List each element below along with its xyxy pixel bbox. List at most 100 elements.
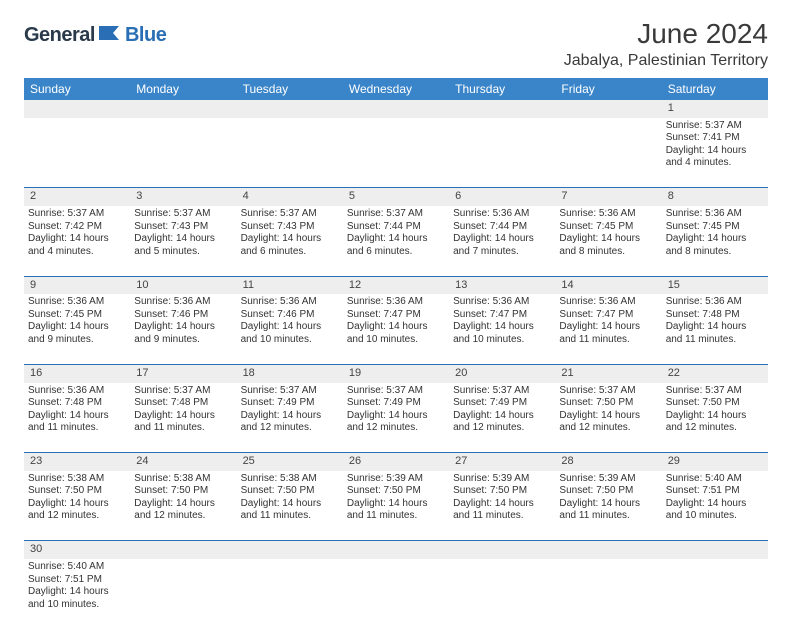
daylight-line: Daylight: 14 hours and 4 minutes. xyxy=(28,233,126,258)
daylight-line: Daylight: 14 hours and 10 minutes. xyxy=(28,586,126,611)
day-cell: Sunrise: 5:36 AMSunset: 7:47 PMDaylight:… xyxy=(555,294,661,364)
day-number-cell: 19 xyxy=(343,364,449,382)
sunset-line: Sunset: 7:43 PM xyxy=(241,221,339,234)
daylight-line: Daylight: 14 hours and 5 minutes. xyxy=(134,233,232,258)
day-cell: Sunrise: 5:37 AMSunset: 7:42 PMDaylight:… xyxy=(24,206,130,276)
sunset-line: Sunset: 7:50 PM xyxy=(559,397,657,410)
daylight-line: Daylight: 14 hours and 7 minutes. xyxy=(453,233,551,258)
sunset-line: Sunset: 7:42 PM xyxy=(28,221,126,234)
week-row: Sunrise: 5:36 AMSunset: 7:45 PMDaylight:… xyxy=(24,294,768,364)
sunrise-line: Sunrise: 5:39 AM xyxy=(559,473,657,486)
sunrise-line: Sunrise: 5:36 AM xyxy=(559,208,657,221)
day-number-cell: 26 xyxy=(343,453,449,471)
sunset-line: Sunset: 7:47 PM xyxy=(559,309,657,322)
day-cell: Sunrise: 5:37 AMSunset: 7:49 PMDaylight:… xyxy=(237,383,343,453)
day-cell: Sunrise: 5:36 AMSunset: 7:47 PMDaylight:… xyxy=(343,294,449,364)
sunrise-line: Sunrise: 5:36 AM xyxy=(347,296,445,309)
day-number-cell xyxy=(130,541,236,559)
day-number-cell xyxy=(237,541,343,559)
day-number-cell xyxy=(343,100,449,118)
week-row: Sunrise: 5:38 AMSunset: 7:50 PMDaylight:… xyxy=(24,471,768,541)
day-number-row: 30 xyxy=(24,541,768,559)
weekday-header: Wednesday xyxy=(343,78,449,100)
week-row: Sunrise: 5:37 AMSunset: 7:42 PMDaylight:… xyxy=(24,206,768,276)
sunset-line: Sunset: 7:48 PM xyxy=(28,397,126,410)
day-cell xyxy=(130,559,236,629)
day-cell: Sunrise: 5:36 AMSunset: 7:47 PMDaylight:… xyxy=(449,294,555,364)
calendar-table: SundayMondayTuesdayWednesdayThursdayFrid… xyxy=(24,78,768,629)
day-number-cell: 25 xyxy=(237,453,343,471)
day-number-cell xyxy=(343,541,449,559)
day-cell: Sunrise: 5:36 AMSunset: 7:46 PMDaylight:… xyxy=(130,294,236,364)
daylight-line: Daylight: 14 hours and 12 minutes. xyxy=(241,410,339,435)
week-row: Sunrise: 5:36 AMSunset: 7:48 PMDaylight:… xyxy=(24,383,768,453)
sunrise-line: Sunrise: 5:37 AM xyxy=(134,385,232,398)
day-cell: Sunrise: 5:36 AMSunset: 7:48 PMDaylight:… xyxy=(662,294,768,364)
day-number-cell: 18 xyxy=(237,364,343,382)
sunrise-line: Sunrise: 5:37 AM xyxy=(347,208,445,221)
day-number-cell xyxy=(662,541,768,559)
sunset-line: Sunset: 7:50 PM xyxy=(241,485,339,498)
day-number-cell xyxy=(555,100,661,118)
sunset-line: Sunset: 7:49 PM xyxy=(347,397,445,410)
daylight-line: Daylight: 14 hours and 8 minutes. xyxy=(666,233,764,258)
sunset-line: Sunset: 7:47 PM xyxy=(453,309,551,322)
daylight-line: Daylight: 14 hours and 9 minutes. xyxy=(28,321,126,346)
day-number-cell: 20 xyxy=(449,364,555,382)
day-cell: Sunrise: 5:37 AMSunset: 7:49 PMDaylight:… xyxy=(449,383,555,453)
sunrise-line: Sunrise: 5:36 AM xyxy=(28,385,126,398)
day-cell: Sunrise: 5:39 AMSunset: 7:50 PMDaylight:… xyxy=(449,471,555,541)
day-cell xyxy=(237,559,343,629)
sunrise-line: Sunrise: 5:36 AM xyxy=(666,296,764,309)
day-cell: Sunrise: 5:38 AMSunset: 7:50 PMDaylight:… xyxy=(130,471,236,541)
day-number-cell: 10 xyxy=(130,276,236,294)
day-cell xyxy=(24,118,130,188)
day-number-cell xyxy=(130,100,236,118)
sunrise-line: Sunrise: 5:39 AM xyxy=(347,473,445,486)
sunrise-line: Sunrise: 5:36 AM xyxy=(241,296,339,309)
brand-logo: General Blue xyxy=(24,24,166,47)
daylight-line: Daylight: 14 hours and 6 minutes. xyxy=(241,233,339,258)
day-cell xyxy=(449,559,555,629)
sunrise-line: Sunrise: 5:37 AM xyxy=(241,385,339,398)
sunset-line: Sunset: 7:50 PM xyxy=(559,485,657,498)
sunset-line: Sunset: 7:50 PM xyxy=(453,485,551,498)
day-cell: Sunrise: 5:36 AMSunset: 7:48 PMDaylight:… xyxy=(24,383,130,453)
daylight-line: Daylight: 14 hours and 11 minutes. xyxy=(134,410,232,435)
day-number-cell: 7 xyxy=(555,188,661,206)
sunset-line: Sunset: 7:49 PM xyxy=(241,397,339,410)
day-number-cell: 4 xyxy=(237,188,343,206)
sunset-line: Sunset: 7:45 PM xyxy=(559,221,657,234)
day-cell: Sunrise: 5:37 AMSunset: 7:49 PMDaylight:… xyxy=(343,383,449,453)
daylight-line: Daylight: 14 hours and 12 minutes. xyxy=(28,498,126,523)
daylight-line: Daylight: 14 hours and 10 minutes. xyxy=(241,321,339,346)
day-number-cell: 30 xyxy=(24,541,130,559)
day-number-cell: 29 xyxy=(662,453,768,471)
flag-icon xyxy=(99,24,123,47)
sunrise-line: Sunrise: 5:36 AM xyxy=(453,208,551,221)
sunset-line: Sunset: 7:51 PM xyxy=(28,574,126,587)
day-number-cell: 21 xyxy=(555,364,661,382)
day-number-cell: 28 xyxy=(555,453,661,471)
daylight-line: Daylight: 14 hours and 12 minutes. xyxy=(134,498,232,523)
day-cell: Sunrise: 5:36 AMSunset: 7:44 PMDaylight:… xyxy=(449,206,555,276)
daylight-line: Daylight: 14 hours and 9 minutes. xyxy=(134,321,232,346)
day-cell: Sunrise: 5:38 AMSunset: 7:50 PMDaylight:… xyxy=(24,471,130,541)
day-cell xyxy=(343,118,449,188)
daylight-line: Daylight: 14 hours and 11 minutes. xyxy=(241,498,339,523)
daylight-line: Daylight: 14 hours and 11 minutes. xyxy=(559,498,657,523)
day-number-cell: 8 xyxy=(662,188,768,206)
header: General Blue June 2024 Jabalya, Palestin… xyxy=(24,18,768,70)
sunset-line: Sunset: 7:48 PM xyxy=(134,397,232,410)
weekday-header: Friday xyxy=(555,78,661,100)
weekday-header-row: SundayMondayTuesdayWednesdayThursdayFrid… xyxy=(24,78,768,100)
day-number-cell: 14 xyxy=(555,276,661,294)
weekday-header: Sunday xyxy=(24,78,130,100)
daylight-line: Daylight: 14 hours and 11 minutes. xyxy=(559,321,657,346)
day-number-cell: 1 xyxy=(662,100,768,118)
day-cell: Sunrise: 5:37 AMSunset: 7:41 PMDaylight:… xyxy=(662,118,768,188)
sunrise-line: Sunrise: 5:36 AM xyxy=(134,296,232,309)
day-number-cell: 23 xyxy=(24,453,130,471)
sunrise-line: Sunrise: 5:40 AM xyxy=(666,473,764,486)
sunset-line: Sunset: 7:45 PM xyxy=(28,309,126,322)
